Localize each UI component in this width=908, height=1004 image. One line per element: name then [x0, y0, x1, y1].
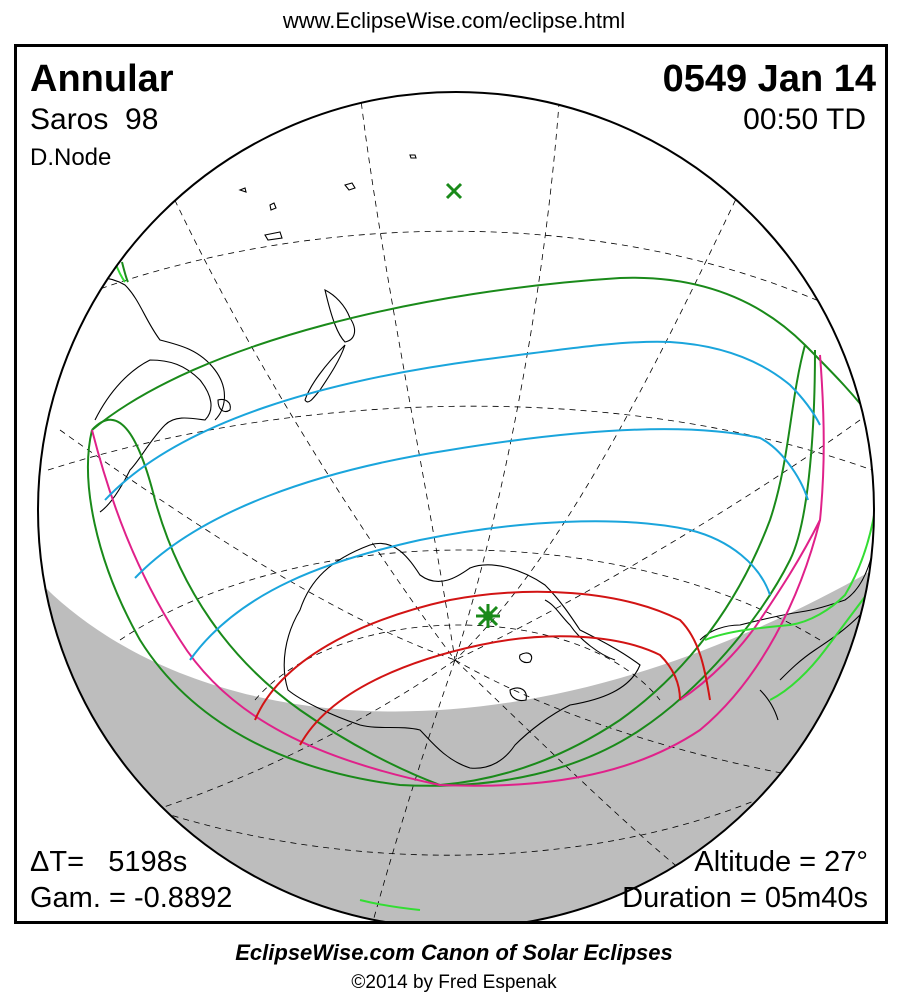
eclipse-date: 0549 Jan 14 — [662, 58, 876, 100]
green-cross-icon — [445, 182, 463, 200]
canon-title: EclipseWise.com Canon of Solar Eclipses — [235, 940, 673, 965]
delta-t-label: ΔT= — [30, 846, 85, 878]
duration: Duration = 05m40s — [622, 882, 868, 914]
saros-label: Saros 98 — [30, 105, 158, 135]
night-shading — [38, 560, 874, 924]
eclipse-type: Annular — [30, 58, 174, 100]
copyright: ©2014 by Fred Espenak — [351, 972, 557, 993]
gamma-label: Gam. = — [30, 882, 126, 914]
map-frame — [14, 44, 888, 924]
altitude: Altitude = 27° — [694, 846, 868, 878]
globe-outline — [37, 91, 875, 924]
penumbral-limits — [87, 261, 874, 787]
saros-number: 98 — [125, 103, 159, 136]
central-path — [254, 590, 711, 746]
gamma-value: -0.8892 — [133, 882, 233, 914]
delta-t: ΔT= 5198s — [30, 848, 187, 877]
saros-word: Saros — [30, 103, 109, 136]
magnitude-curves — [104, 340, 821, 661]
gamma: Gam. = -0.8892 — [30, 884, 232, 913]
node-label: D.Node — [30, 144, 112, 171]
eclipse-globe-map — [37, 91, 875, 924]
eclipse-time: 00:50 TD — [743, 103, 866, 136]
delta-t-value: 5198s — [108, 846, 188, 878]
green-star-icon — [476, 604, 500, 628]
source-url: www.EclipseWise.com/eclipse.html — [282, 8, 626, 33]
